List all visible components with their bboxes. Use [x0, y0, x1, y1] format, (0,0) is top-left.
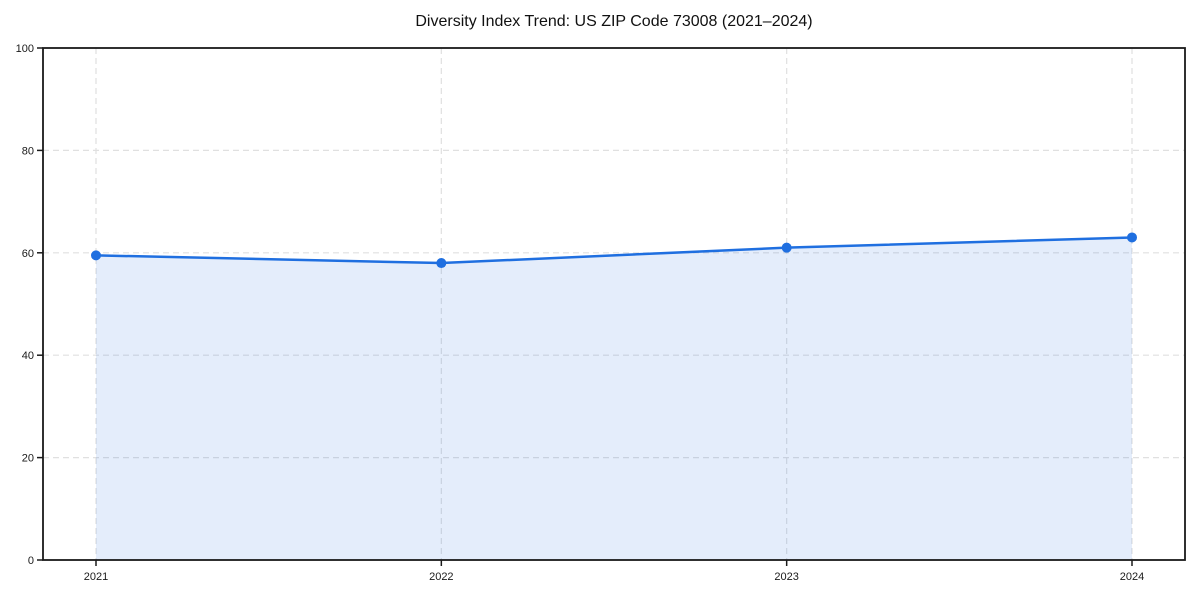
- x-tick-label: 2024: [1120, 571, 1144, 583]
- y-tick-label: 40: [22, 350, 34, 362]
- area-fill: [96, 237, 1132, 560]
- x-tick-label: 2022: [429, 571, 453, 583]
- y-tick-label: 100: [16, 43, 34, 55]
- y-tick-label: 0: [28, 555, 34, 567]
- chart-title: Diversity Index Trend: US ZIP Code 73008…: [415, 13, 813, 30]
- y-tick-label: 20: [22, 453, 34, 465]
- trend-line: [94, 236, 1134, 265]
- x-tick-label: 2023: [774, 571, 798, 583]
- data-point-2022: [436, 258, 447, 269]
- x-tick-label: 2021: [84, 571, 108, 583]
- plot-frame: [42, 47, 1186, 561]
- y-tick-label: 60: [22, 248, 34, 260]
- data-point-2021: [91, 250, 101, 261]
- data-point-2024: [1127, 232, 1137, 243]
- y-tick-label: 80: [22, 145, 34, 157]
- data-point-2023: [781, 242, 792, 253]
